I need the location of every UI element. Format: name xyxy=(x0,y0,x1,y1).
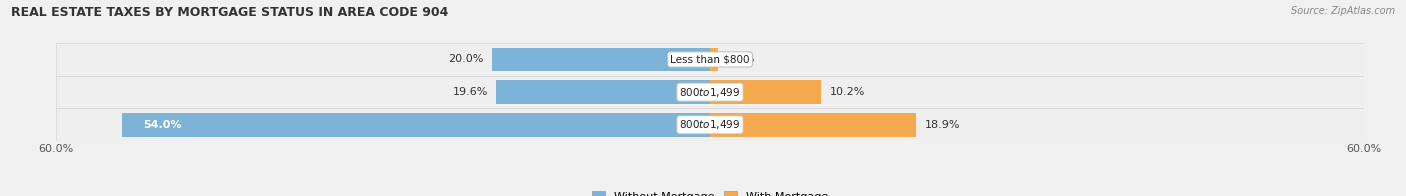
Bar xyxy=(492,48,710,71)
Text: $800 to $1,499: $800 to $1,499 xyxy=(679,86,741,99)
Bar xyxy=(710,80,821,104)
Text: REAL ESTATE TAXES BY MORTGAGE STATUS IN AREA CODE 904: REAL ESTATE TAXES BY MORTGAGE STATUS IN … xyxy=(11,6,449,19)
Bar xyxy=(56,76,1364,108)
Bar xyxy=(122,113,710,137)
Text: Less than $800: Less than $800 xyxy=(671,54,749,64)
Text: 54.0%: 54.0% xyxy=(143,120,181,130)
Bar xyxy=(710,113,915,137)
Legend: Without Mortgage, With Mortgage: Without Mortgage, With Mortgage xyxy=(588,187,832,196)
Bar xyxy=(56,43,1364,76)
Text: 19.6%: 19.6% xyxy=(453,87,488,97)
Bar xyxy=(56,108,1364,141)
Text: 0.7%: 0.7% xyxy=(727,54,755,64)
Text: 18.9%: 18.9% xyxy=(925,120,960,130)
Bar xyxy=(710,48,717,71)
Text: $800 to $1,499: $800 to $1,499 xyxy=(679,118,741,131)
Text: 10.2%: 10.2% xyxy=(830,87,865,97)
Text: Source: ZipAtlas.com: Source: ZipAtlas.com xyxy=(1291,6,1395,16)
Text: 20.0%: 20.0% xyxy=(449,54,484,64)
Bar xyxy=(496,80,710,104)
